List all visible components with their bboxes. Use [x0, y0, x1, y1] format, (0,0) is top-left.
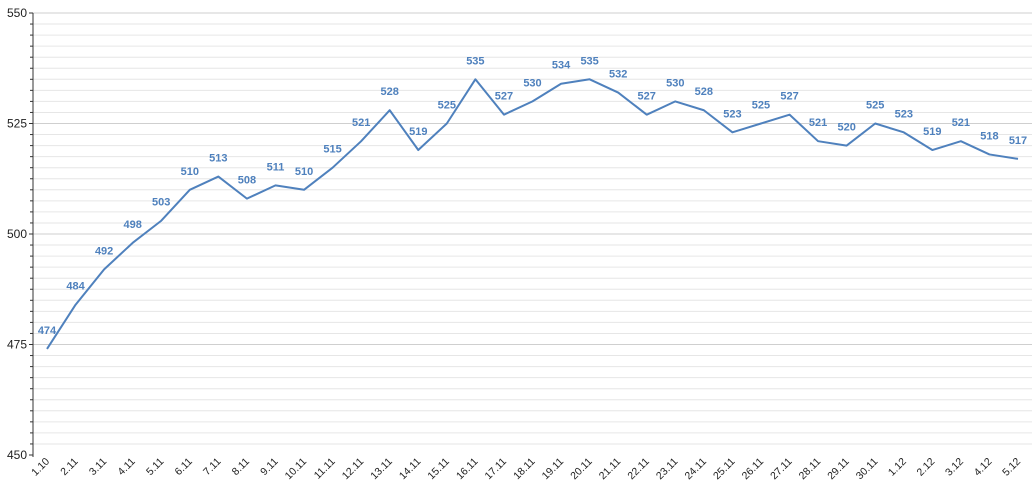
- data-label: 523: [895, 108, 913, 120]
- x-tick-label: 3.11: [87, 456, 109, 478]
- x-tick-label: 24.11: [682, 456, 709, 483]
- x-tick-label: 1.12: [886, 456, 909, 479]
- x-tick-label: 12.11: [340, 456, 367, 483]
- x-tick-label: 2.12: [915, 456, 938, 479]
- data-label: 520: [837, 122, 855, 134]
- x-tick-label: 20.11: [568, 456, 595, 483]
- series-line: [46, 78, 1019, 350]
- x-tick-label: 15.11: [425, 456, 452, 483]
- x-tick-label: 5.12: [1000, 456, 1023, 479]
- data-label: 530: [523, 77, 541, 89]
- data-label: 532: [609, 69, 627, 81]
- data-label: 528: [381, 86, 399, 98]
- x-axis-tick-labels: 1.10 2.11 3.11 4.11 5.11 6.11 7.11 8.11 9.11 10.1…: [29, 456, 1023, 483]
- x-tick-label: 30.11: [854, 456, 881, 483]
- y-tick-label: 450: [7, 448, 27, 462]
- x-tick-label: 18.11: [511, 456, 538, 483]
- x-tick-label: 19.11: [540, 456, 567, 483]
- data-label: 484: [66, 281, 85, 293]
- y-tick-label: 525: [7, 117, 27, 131]
- x-tick-label: 9.11: [258, 456, 280, 478]
- data-label: 527: [495, 91, 513, 103]
- data-label: 518: [980, 130, 998, 142]
- x-tick-label: 25.11: [711, 456, 738, 483]
- data-label: 534: [552, 60, 571, 72]
- data-label: 474: [38, 325, 57, 337]
- data-label: 535: [580, 55, 598, 67]
- x-tick-label: 23.11: [654, 456, 681, 483]
- y-tick-label: 475: [7, 338, 27, 352]
- data-label: 511: [267, 161, 285, 173]
- x-tick-label: 27.11: [768, 456, 795, 483]
- x-tick-label: 4.12: [972, 456, 995, 479]
- x-tick-label: 4.11: [115, 456, 137, 478]
- x-tick-label: 10.11: [283, 456, 310, 483]
- data-label: 519: [923, 126, 941, 138]
- data-label: 519: [409, 126, 427, 138]
- data-label: 528: [695, 86, 713, 98]
- data-label: 513: [209, 153, 227, 165]
- x-tick-label: 8.11: [230, 456, 252, 478]
- data-label: 523: [723, 108, 741, 120]
- x-tick-label: 17.11: [483, 456, 510, 483]
- x-tick-label: 3.12: [943, 456, 966, 479]
- series-line-group: [46, 78, 1019, 350]
- x-tick-label: 16.11: [454, 456, 481, 483]
- y-tick-label: 500: [7, 227, 27, 241]
- x-tick-label: 28.11: [797, 456, 824, 483]
- x-tick-label: 26.11: [740, 456, 767, 483]
- x-tick-label: 22.11: [625, 456, 652, 483]
- grid: [33, 12, 1032, 445]
- data-labels: 474 484 492 498 503 510 513 508 511 510 515 521 528 5…: [38, 55, 1027, 337]
- data-label: 521: [352, 117, 370, 129]
- x-tick-label: 21.11: [597, 456, 624, 483]
- data-label: 517: [1009, 135, 1027, 147]
- data-label: 503: [152, 197, 170, 209]
- data-label: 510: [181, 166, 199, 178]
- x-tick-label: 11.11: [312, 456, 338, 482]
- x-tick-label: 13.11: [368, 456, 395, 483]
- x-tick-label: 7.11: [201, 456, 223, 478]
- data-label: 521: [952, 117, 970, 129]
- y-tick-label: 550: [7, 6, 27, 20]
- data-label: 492: [95, 245, 113, 257]
- data-label: 527: [780, 91, 798, 103]
- data-label: 525: [866, 100, 884, 112]
- x-tick-label: 6.11: [173, 456, 195, 478]
- data-label: 515: [323, 144, 341, 156]
- data-label: 510: [295, 166, 313, 178]
- data-label: 530: [666, 77, 684, 89]
- x-tick-label: 29.11: [825, 456, 852, 483]
- x-tick-label: 1.10: [29, 456, 52, 479]
- data-label: 525: [752, 100, 770, 112]
- data-label: 498: [123, 219, 141, 231]
- x-tick-label: 5.11: [144, 456, 166, 478]
- data-label: 525: [438, 100, 456, 112]
- x-tick-label: 14.11: [397, 456, 424, 483]
- data-label: 508: [238, 175, 256, 187]
- data-label: 521: [809, 117, 827, 129]
- x-tick-label: 2.11: [58, 456, 80, 478]
- data-label: 527: [638, 91, 656, 103]
- data-label: 535: [466, 55, 484, 67]
- y-axis: 450 475 500 525 550: [7, 6, 34, 462]
